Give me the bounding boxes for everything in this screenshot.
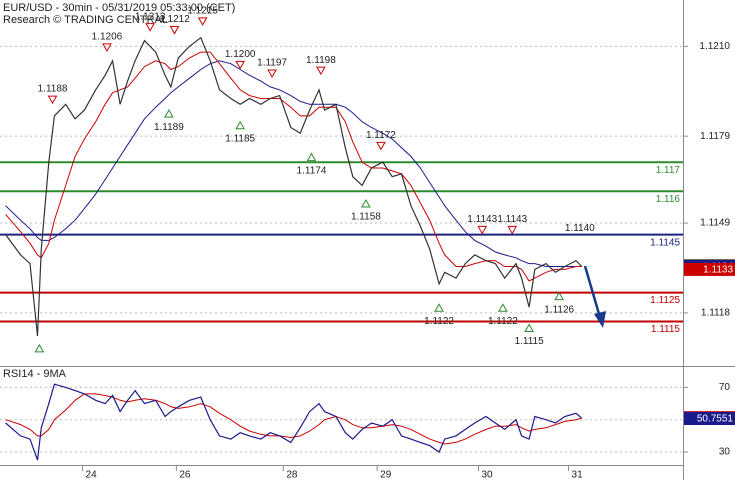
pivot-label: 1.1206 (92, 32, 123, 43)
y-tick-label: 1.1149 (700, 218, 730, 229)
pivot-label: 1.1200 (225, 49, 256, 60)
pivot-low-marker (164, 109, 174, 118)
pivot-high-marker (376, 141, 386, 151)
series-line (5, 51, 582, 282)
series-line (5, 383, 583, 461)
pivot-label: 1.1122 (488, 316, 518, 327)
pivot-label: 1.1122 (424, 316, 454, 327)
level-label: 1.117 (656, 165, 681, 176)
y-tick-label: 1.1210 (699, 41, 730, 52)
y-tick-label: 1.1118 (701, 307, 731, 318)
pivot-high-marker (507, 225, 518, 235)
pivot-high-marker (477, 225, 488, 235)
pivot-label: 1.1158 (351, 212, 381, 223)
price-tag-label: 1.1133 (703, 265, 733, 276)
pivot-label: 1.1189 (154, 122, 184, 133)
series-line (5, 60, 582, 267)
price-tag-label: 50.7551 (697, 414, 734, 425)
x-tick-label: 29 (380, 470, 392, 480)
series-line (5, 393, 582, 445)
x-tick-label: 28 (286, 470, 298, 480)
pivot-label: 1.1174 (297, 165, 327, 176)
pivot-low-marker (524, 323, 534, 333)
arrow-shaft (583, 265, 601, 315)
pivot-high-marker (267, 69, 277, 79)
plot-layer: 1.1210 1.1179 1.1149 1.1118 1.117 1.116 1.1145… (0, 6, 735, 480)
pivot-low-marker (434, 303, 444, 312)
x-tick-label: 31 (572, 470, 584, 480)
pivot-label: 1.1185 (225, 133, 255, 144)
pivot-label: 1.1212 (159, 14, 190, 25)
x-tick-label: 30 (481, 470, 493, 480)
arrow-head (594, 311, 606, 328)
price-tag-box (684, 262, 735, 276)
rsi-title: RSI14 - 9MA (3, 368, 67, 380)
pivot-low-marker (306, 152, 317, 162)
pivot-label: 1.1188 (38, 84, 68, 95)
pivot-label: 1.1172 (366, 130, 396, 141)
pivot-high-marker (235, 60, 246, 70)
price-tag: 1.1133 (684, 262, 735, 276)
forecast-arrow (583, 265, 606, 328)
pivot-high-marker (169, 26, 180, 35)
pivot-label: 1.1197 (257, 58, 287, 69)
pivot-low-marker (235, 120, 246, 130)
pivot-label: 1.1213 (135, 11, 166, 22)
level-label: 1.116 (656, 194, 681, 205)
pivot-label: 1.1198 (306, 55, 336, 66)
y-tick-label: 30 (719, 447, 731, 458)
series-line (5, 36, 583, 337)
pivot-high-marker (197, 17, 208, 26)
pivot-high-marker (145, 23, 155, 32)
pivot-label: 1.1143 (467, 214, 497, 225)
level-label: 1.1125 (650, 295, 680, 306)
pivot-low-marker (498, 303, 508, 312)
price-tag-box (684, 412, 735, 426)
pivot-label: 1.1143 (497, 214, 527, 225)
x-tick-label: 24 (86, 470, 98, 480)
y-tick-label: 70 (719, 382, 731, 393)
y-tick-label: 1.1179 (700, 131, 730, 142)
pivot-label: 1.1215 (187, 6, 218, 17)
pivot-high-marker (102, 43, 112, 52)
level-label: 1.1115 (651, 324, 681, 335)
pivot-high-marker (47, 95, 58, 105)
level-label: 1.1145 (650, 237, 680, 248)
pivot-label: 1.1126 (544, 304, 574, 315)
price-tag: 50.7551 (684, 412, 735, 426)
pivot-low-marker (34, 343, 45, 353)
pivot-low-marker (361, 198, 371, 208)
pivot-label: 1.1115 (515, 336, 545, 347)
pivot-label: 1.1140 (565, 223, 595, 234)
pivot-low-marker (554, 291, 565, 301)
chart-title: EUR/USD - 30min - 05/31/2019 05:33:00 (C… (3, 2, 235, 14)
x-tick-label: 26 (179, 470, 191, 480)
chart-subtitle: Research © TRADING CENTRAL (3, 14, 168, 26)
pivot-high-marker (315, 66, 326, 76)
